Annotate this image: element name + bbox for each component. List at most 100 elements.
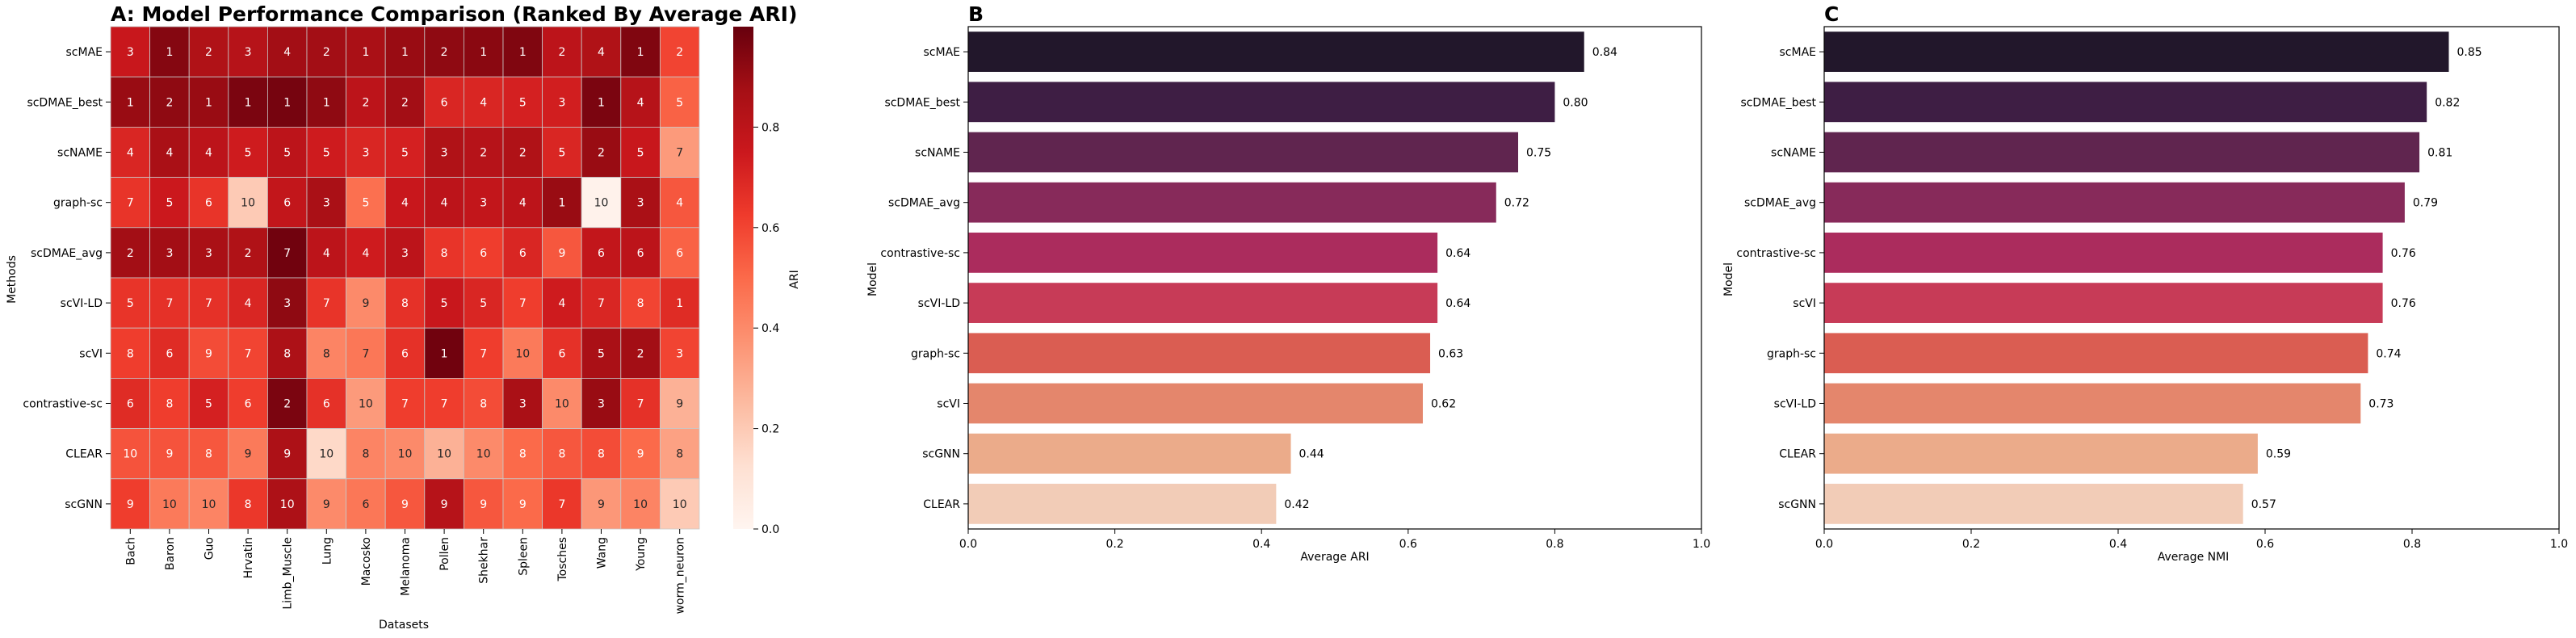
bar (968, 132, 1518, 173)
heatmap-cell-label: 1 (441, 347, 448, 360)
heatmap-cell-label: 1 (245, 96, 252, 109)
bar-value-label: 0.57 (2251, 498, 2276, 511)
heatmap-cell (424, 428, 464, 480)
heatmap-cell-label: 2 (127, 247, 134, 260)
heatmap-cell-label: 4 (401, 197, 409, 210)
heatmap-x-tick-label: Shekhar (478, 537, 491, 584)
heatmap-cell-label: 9 (480, 498, 487, 511)
heatmap-cell-label: 6 (519, 247, 527, 260)
heatmap-cell-label: 8 (401, 297, 409, 310)
heatmap-cell-label: 5 (362, 197, 369, 210)
heatmap-cell-label: 9 (637, 448, 644, 461)
heatmap-cell-label: 8 (480, 398, 487, 411)
heatmap-cell-label: 2 (401, 96, 409, 109)
heatmap-cell-label: 9 (205, 347, 212, 360)
bar (1824, 132, 2420, 173)
heatmap-cell (110, 227, 150, 279)
bar (968, 484, 1277, 524)
heatmap-x-tick-label: Macosko (360, 537, 373, 586)
heatmap-cell-label: 10 (162, 498, 177, 511)
y-tick-label: scGNN (922, 448, 960, 461)
heatmap-cell-label: 5 (166, 197, 173, 210)
heatmap-cell-label: 6 (598, 247, 605, 260)
bar-value-label: 0.74 (2376, 347, 2401, 360)
axes-frame (967, 26, 1702, 530)
y-tick-label: scDMAE_avg (1744, 197, 1816, 210)
heatmap-cell (424, 126, 464, 178)
heatmap-cell-label: 5 (323, 147, 330, 160)
heatmap-y-axis-label: Methods (6, 255, 19, 304)
heatmap-cell-label: 3 (519, 398, 527, 411)
heatmap-cell-label: 3 (166, 247, 173, 260)
heatmap-cell (188, 277, 229, 329)
bar-value-label: 0.62 (1431, 398, 1456, 411)
colorbar-label: ARI (788, 270, 801, 288)
heatmap-cell (542, 327, 582, 379)
heatmap-cell (502, 377, 543, 429)
heatmap-cell-label: 4 (598, 46, 605, 59)
heatmap-cell (620, 76, 661, 128)
heatmap-cell (188, 428, 229, 480)
heatmap-cell-label: 6 (441, 96, 448, 109)
heatmap-cell (464, 478, 504, 530)
heatmap-cell (110, 327, 150, 379)
heatmap-cell-label: 3 (362, 147, 369, 160)
heatmap-cell (346, 76, 386, 128)
x-tick-label: 0.8 (1546, 538, 1563, 551)
x-tick-label: 0.0 (1815, 538, 1833, 551)
heatmap-cell-label: 5 (598, 347, 605, 360)
heatmap-cell (542, 126, 582, 178)
heatmap-cell (384, 76, 426, 128)
heatmap-cell-label: 9 (245, 448, 252, 461)
heatmap-cell-label: 3 (127, 46, 134, 59)
heatmap-y-tick-label: scDMAE_avg (31, 247, 103, 260)
x-tick-label: 0.2 (1105, 538, 1123, 551)
heatmap-cell-label: 6 (401, 347, 409, 360)
bar (968, 31, 1584, 72)
heatmap-cell (149, 327, 190, 379)
heatmap-x-tick-label: Bach (124, 537, 137, 565)
heatmap-cell-label: 1 (127, 96, 134, 109)
heatmap-cell (581, 227, 622, 279)
y-tick-label: scMAE (1780, 46, 1817, 59)
heatmap-cell (542, 478, 582, 530)
heatmap-cell-label: 2 (362, 96, 369, 109)
heatmap-cell (464, 26, 504, 78)
heatmap-cell-label: 3 (558, 96, 565, 109)
heatmap-cell-label: 10 (280, 498, 295, 511)
heatmap-cell-label: 9 (519, 498, 527, 511)
heatmap-cell (660, 26, 700, 78)
heatmap-cell (581, 277, 622, 329)
bar (1824, 283, 2383, 323)
heatmap-cell (266, 377, 308, 429)
heatmap-cell-label: 10 (359, 398, 373, 411)
heatmap-cell-label: 2 (676, 46, 683, 59)
heatmap-cell-label: 5 (480, 297, 487, 310)
heatmap-cell-label: 1 (676, 297, 683, 310)
x-tick-label: 0.4 (1252, 538, 1270, 551)
heatmap-cell-label: 10 (633, 498, 648, 511)
heatmap-cell-label: 7 (401, 398, 409, 411)
heatmap-cell (464, 126, 504, 178)
heatmap-cell (502, 177, 543, 229)
heatmap-cell (424, 327, 464, 379)
heatmap-cell-label: 6 (637, 247, 644, 260)
axes-frame (1823, 26, 2560, 530)
heatmap-cell-label: 10 (673, 498, 687, 511)
heatmap-cell-label: 5 (205, 398, 212, 411)
heatmap-cell-label: 5 (127, 297, 134, 310)
heatmap-cell (660, 227, 700, 279)
heatmap-cell-label: 1 (598, 96, 605, 109)
heatmap-cell-label: 2 (480, 147, 487, 160)
heatmap-cell (620, 177, 661, 229)
heatmap-cell (346, 478, 386, 530)
bar (968, 433, 1291, 474)
bar (1824, 484, 2243, 524)
heatmap-x-tick-label: Lung (321, 537, 334, 565)
heatmap-cell-label: 3 (676, 347, 683, 360)
heatmap-cell (384, 126, 426, 178)
heatmap-cell-label: 8 (127, 347, 134, 360)
heatmap-cell (542, 76, 582, 128)
heatmap-cell-label: 10 (555, 398, 569, 411)
heatmap-cell-label: 9 (362, 297, 369, 310)
